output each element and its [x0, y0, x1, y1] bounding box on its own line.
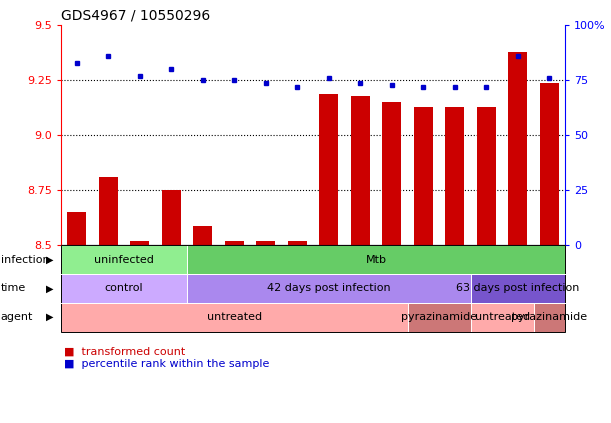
- Bar: [194, 225, 213, 245]
- Bar: [351, 96, 370, 245]
- Text: time: time: [1, 283, 26, 294]
- Text: ■  percentile rank within the sample: ■ percentile rank within the sample: [64, 359, 269, 369]
- Text: Mtb: Mtb: [365, 255, 387, 265]
- Bar: [225, 241, 244, 245]
- Bar: [445, 107, 464, 245]
- Bar: [288, 241, 307, 245]
- Text: ▶: ▶: [46, 283, 54, 294]
- Text: 42 days post infection: 42 days post infection: [267, 283, 390, 294]
- Bar: [382, 102, 401, 245]
- Bar: [477, 107, 496, 245]
- Text: untreated: untreated: [207, 312, 262, 322]
- Bar: [67, 212, 86, 245]
- Text: ▶: ▶: [46, 312, 54, 322]
- Bar: [508, 52, 527, 245]
- Bar: [257, 241, 276, 245]
- Text: pyrazinamide: pyrazinamide: [401, 312, 477, 322]
- Text: infection: infection: [1, 255, 49, 265]
- Text: agent: agent: [1, 312, 33, 322]
- Bar: [130, 241, 149, 245]
- Bar: [99, 177, 118, 245]
- Bar: [320, 93, 338, 245]
- Bar: [162, 190, 181, 245]
- Text: uninfected: uninfected: [94, 255, 154, 265]
- Text: 63 days post infection: 63 days post infection: [456, 283, 580, 294]
- Text: control: control: [105, 283, 144, 294]
- Text: ■  transformed count: ■ transformed count: [64, 346, 185, 357]
- Text: ▶: ▶: [46, 255, 54, 265]
- Text: pyrazinamide: pyrazinamide: [511, 312, 588, 322]
- Bar: [540, 82, 559, 245]
- Bar: [414, 107, 433, 245]
- Text: untreated: untreated: [475, 312, 530, 322]
- Text: GDS4967 / 10550296: GDS4967 / 10550296: [61, 9, 210, 23]
